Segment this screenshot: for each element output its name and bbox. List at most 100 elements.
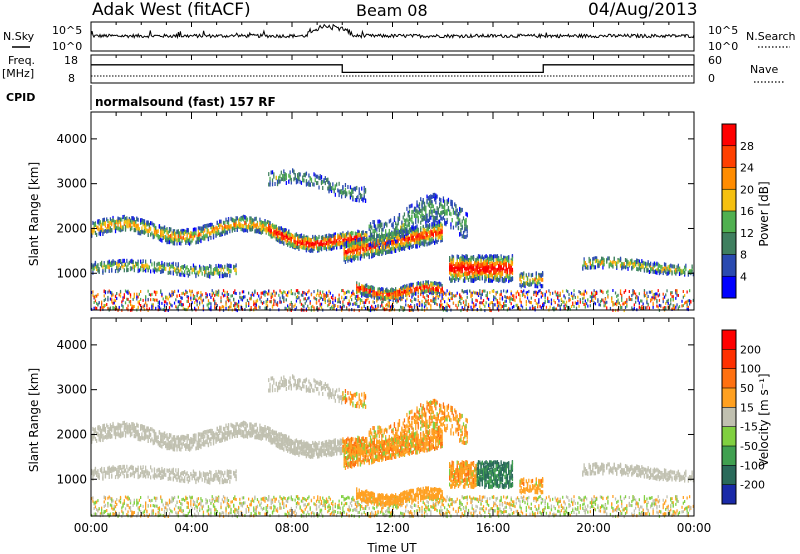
power-cell [343,304,345,308]
power-cell [197,226,200,231]
power-cell [158,261,161,266]
power-cell [97,263,99,268]
power-cell [195,272,197,277]
power-cell [413,228,416,233]
power-cell [170,227,172,232]
power-cell [417,233,419,238]
power-cell [191,270,193,275]
power-cell [423,283,426,288]
power-cell [472,274,475,278]
power-cell [465,227,467,232]
power-cell [235,268,237,273]
power-cell [503,255,505,260]
power-cell [298,172,300,177]
power-cell [145,268,147,273]
power-cell [406,287,408,292]
freq-panel: Freq. [MHz] Nave 18 8 60 0 [2,54,784,85]
power-cell [378,228,380,233]
power-cell [418,302,421,306]
power-cell [388,231,390,236]
power-cell [464,262,466,267]
power-cell [199,236,201,241]
power-cell [187,296,189,300]
power-cell [230,269,232,274]
power-cell [126,216,128,221]
power-cell [472,265,475,270]
power-cell [371,294,373,299]
power-cell [358,232,360,237]
power-cell [163,225,166,230]
power-cell [410,228,412,233]
power-cell [92,290,94,294]
power-cell [207,223,210,228]
power-cell [94,261,97,266]
power-cell [217,223,220,228]
power-cell [412,209,414,214]
power-cell [210,225,212,230]
power-cell [427,226,429,231]
power-cell [353,292,355,296]
power-cell [305,240,308,245]
power-cell [204,234,206,239]
power-cell [445,211,447,216]
power-cell [361,241,363,246]
power-cell [140,290,142,293]
power-cell [435,301,437,305]
power-cell [329,299,331,303]
power-cell [243,295,245,299]
power-cell [127,297,129,301]
power-cell [229,269,231,273]
power-cell [156,298,158,302]
power-cell [315,243,318,248]
power-cell [362,252,364,257]
power-cell [172,231,174,236]
power-cell [504,295,506,299]
power-cell [226,273,228,278]
power-cell [227,226,230,231]
power-cell [362,291,364,296]
power-cell [479,292,481,295]
power-cell [197,240,200,245]
power-cell [377,304,379,308]
power-cell [446,200,448,205]
power-cell [294,233,296,238]
power-cell [447,297,450,301]
power-cell [498,266,500,271]
power-cell [173,234,176,239]
power-cell [244,220,246,225]
power-cell [192,263,195,268]
power-cell [216,231,218,236]
power-cell [395,221,397,226]
power-cell [201,301,203,305]
power-cell [386,242,388,246]
power-cell [290,180,292,185]
power-cell [484,275,486,280]
power-cell [241,223,244,228]
power-cell [472,306,475,310]
power-cell [119,217,122,222]
power-cell [336,242,338,247]
power-cell [392,231,394,236]
power-cell [132,218,134,223]
power-cell [273,302,275,306]
power-cell [437,222,439,227]
power-cell [225,306,227,310]
power-cell [320,306,323,310]
power-cell [452,275,455,280]
power-cell [121,225,123,230]
power-cell [505,262,507,266]
power-cell [361,186,363,191]
power-cell [489,261,491,266]
power-cell [189,238,191,243]
power-cell [357,244,359,249]
power-cell [227,263,230,268]
power-cell [369,222,372,227]
power-cell [430,201,432,206]
power-cell [324,297,326,301]
power-cell [501,267,504,272]
power-cell [288,173,290,178]
power-cell [234,301,236,305]
power-cell [234,223,236,227]
power-cell [349,258,352,263]
power-cell [185,266,187,271]
